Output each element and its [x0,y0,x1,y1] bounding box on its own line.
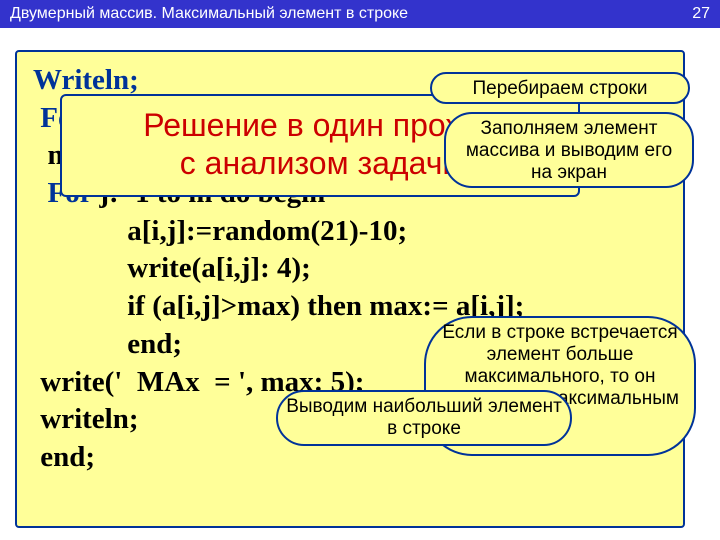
callout-rows: Перебираем строки [430,72,690,104]
title-bar: Двумерный массив. Максимальный элемент в… [0,0,720,28]
code-text: writeln; [33,403,139,435]
code-text: end; [33,328,182,360]
slide-content: Writeln; For i:=1 to n do begin max:=-10… [0,28,720,540]
code-text: write(a[i,j]: 4); [33,252,311,284]
slide-number: 27 [692,5,710,23]
callout-output: Выводим наибольший элемент в строке [276,390,572,446]
callout-fill: Заполняем элемент массива и выводим его … [444,112,694,188]
code-text: if (a[i,j]>max) then max:= a[i,j]; [33,290,524,322]
slide-title: Двумерный массив. Максимальный элемент в… [10,5,408,23]
code-text: end; [33,441,95,473]
code-text: Writeln; [33,64,139,96]
code-text: a[i,j]:=random(21)-10; [33,215,407,247]
